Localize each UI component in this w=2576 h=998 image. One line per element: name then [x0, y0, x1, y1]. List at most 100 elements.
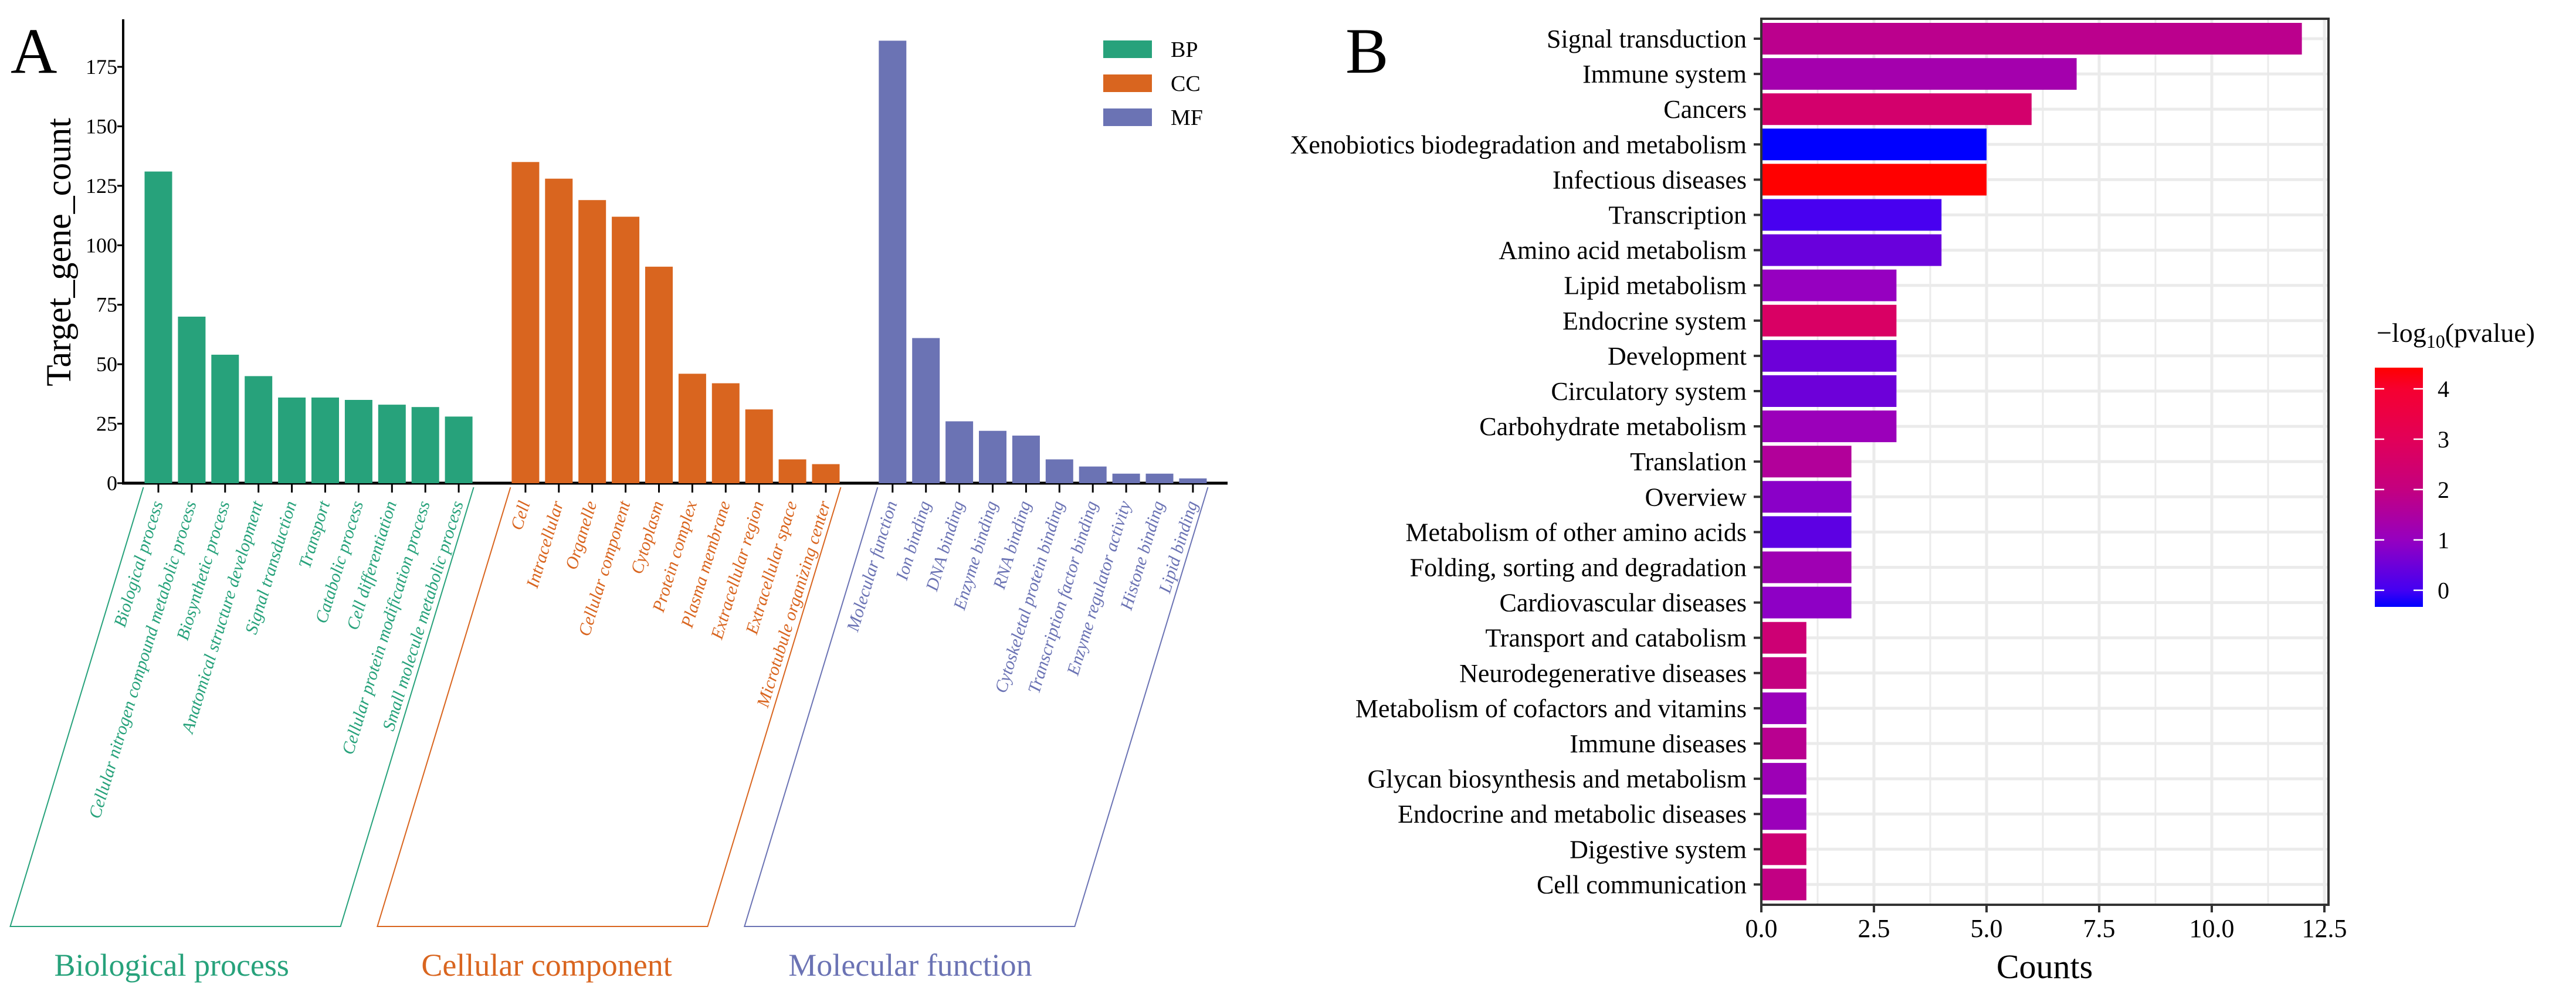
colorbar-title-main: −log — [2377, 318, 2426, 348]
category-label: Metabolism of cofactors and vitamins — [1355, 694, 1747, 723]
bar-bp — [378, 405, 406, 483]
panel-b-axes: Signal transduction Immune system Cancers X… — [1290, 18, 2347, 943]
category-label: Metabolism of other amino acids — [1405, 518, 1747, 546]
colorbar-legend: 0 1 2 3 4 −log10(pvalue) — [2375, 318, 2535, 607]
bar — [1761, 269, 1897, 301]
panel-b-x-axis-title: Counts — [1997, 948, 2093, 986]
bar — [1761, 586, 1852, 619]
panel-b-label: B — [1345, 15, 1388, 87]
colorbar-title-rest: (pvalue) — [2445, 318, 2535, 348]
category-label: Transport and catabolism — [1485, 624, 1747, 653]
category-label: Neurodegenerative diseases — [1459, 659, 1747, 688]
bar-bp — [245, 376, 273, 483]
x-tick-label: 10.0 — [2189, 914, 2235, 943]
x-tick-label: 12.5 — [2302, 914, 2347, 943]
bar — [1761, 23, 2302, 55]
category-label: Molecular function — [843, 498, 901, 634]
panel-a-label: A — [11, 15, 57, 87]
category-label: Glycan biosynthesis and metabolism — [1368, 765, 1747, 793]
bar-cc — [511, 162, 540, 483]
bar-cc — [545, 178, 573, 484]
category-label: Folding, sorting and degradation — [1410, 554, 1747, 582]
y-tick-label: 175 — [86, 55, 117, 79]
bar-mf — [1079, 466, 1107, 483]
y-tick-label: 75 — [96, 293, 117, 317]
category-label: Circulatory system — [1551, 377, 1747, 406]
bar — [1761, 164, 1987, 196]
category-label: Immune system — [1582, 60, 1747, 89]
group-label-cc: Cellular component — [421, 948, 672, 983]
bar-mf — [1012, 435, 1040, 483]
bar-cc — [612, 216, 640, 483]
bar-bp — [344, 400, 372, 483]
bar — [1761, 763, 1806, 795]
y-tick-label: 100 — [86, 233, 117, 257]
category-label: Endocrine system — [1562, 307, 1747, 335]
bar — [1761, 833, 1806, 865]
category-label: Infectious diseases — [1553, 165, 1747, 194]
y-tick-label: 0 — [107, 471, 117, 495]
category-label: Cell communication — [1537, 870, 1747, 899]
category-label: Development — [1608, 342, 1747, 371]
category-label: Cell — [507, 498, 534, 532]
colorbar-tick-label: 0 — [2438, 578, 2449, 604]
group-label-mf: Molecular function — [788, 948, 1032, 983]
bar — [1761, 199, 1942, 231]
panel-b-kegg-bar-chart: B Signal transduction Immune system Cancer… — [1290, 15, 2535, 986]
group-bracket-cc — [377, 487, 842, 927]
bar — [1761, 340, 1897, 372]
legend-swatch-bp — [1103, 40, 1152, 58]
y-tick-label: 150 — [86, 114, 117, 138]
bar-mf — [945, 421, 974, 483]
bar — [1761, 622, 1806, 654]
panel-a-axes: 0 25 50 75 100 125 150 175 — [86, 19, 1228, 495]
panel-a-legend: BP CC MF — [1103, 38, 1203, 130]
x-tick-label: 7.5 — [2083, 914, 2116, 943]
group-label-bp: Biological process — [55, 948, 289, 983]
category-label: Overview — [1645, 483, 1747, 511]
colorbar-tick-label: 2 — [2438, 477, 2449, 503]
group-bracket-mf — [743, 487, 1209, 927]
bar — [1761, 304, 1897, 337]
legend-label-bp: BP — [1171, 38, 1198, 62]
category-label: Signal transduction — [1547, 25, 1747, 53]
category-label: Amino acid metabolism — [1499, 236, 1747, 265]
bar — [1761, 375, 1897, 407]
bar-mf — [879, 40, 907, 483]
bar — [1761, 128, 1987, 161]
bar-cc — [578, 200, 606, 483]
bar — [1761, 58, 2077, 90]
y-tick-label: 50 — [96, 352, 117, 376]
bar — [1761, 692, 1806, 724]
bar — [1761, 798, 1806, 830]
category-label: Cytoplasm — [627, 498, 667, 576]
category-label: Transport — [295, 498, 334, 571]
bar — [1761, 657, 1806, 689]
category-label: Digestive system — [1570, 835, 1747, 864]
bar-cc — [778, 459, 806, 483]
y-tick-label: 25 — [96, 412, 117, 436]
colorbar-title: −log10(pvalue) — [2377, 318, 2535, 352]
colorbar-tick-label: 3 — [2438, 426, 2449, 453]
bar — [1761, 728, 1806, 759]
y-tick-label: 125 — [86, 174, 117, 198]
bar — [1761, 868, 1806, 901]
bar-mf — [1145, 473, 1174, 483]
colorbar-tick-label: 4 — [2438, 376, 2449, 402]
panel-a-go-bar-chart: A Target_gene_count 0255075100125150175 … — [9, 15, 1228, 983]
legend-swatch-cc — [1103, 74, 1152, 92]
bar-bp — [411, 407, 439, 483]
category-label: Xenobiotics biodegradation and metabolis… — [1290, 130, 1747, 159]
legend-swatch-mf — [1103, 108, 1152, 126]
bar-cc — [711, 383, 740, 483]
bar — [1761, 410, 1897, 443]
bar — [1761, 551, 1852, 583]
bar-bp — [311, 397, 339, 483]
x-tick-label: 0.0 — [1745, 914, 1778, 943]
category-label: Cancers — [1663, 95, 1747, 124]
category-label: Immune diseases — [1570, 729, 1747, 758]
bar-cc — [745, 409, 773, 483]
bar-mf — [912, 338, 940, 483]
